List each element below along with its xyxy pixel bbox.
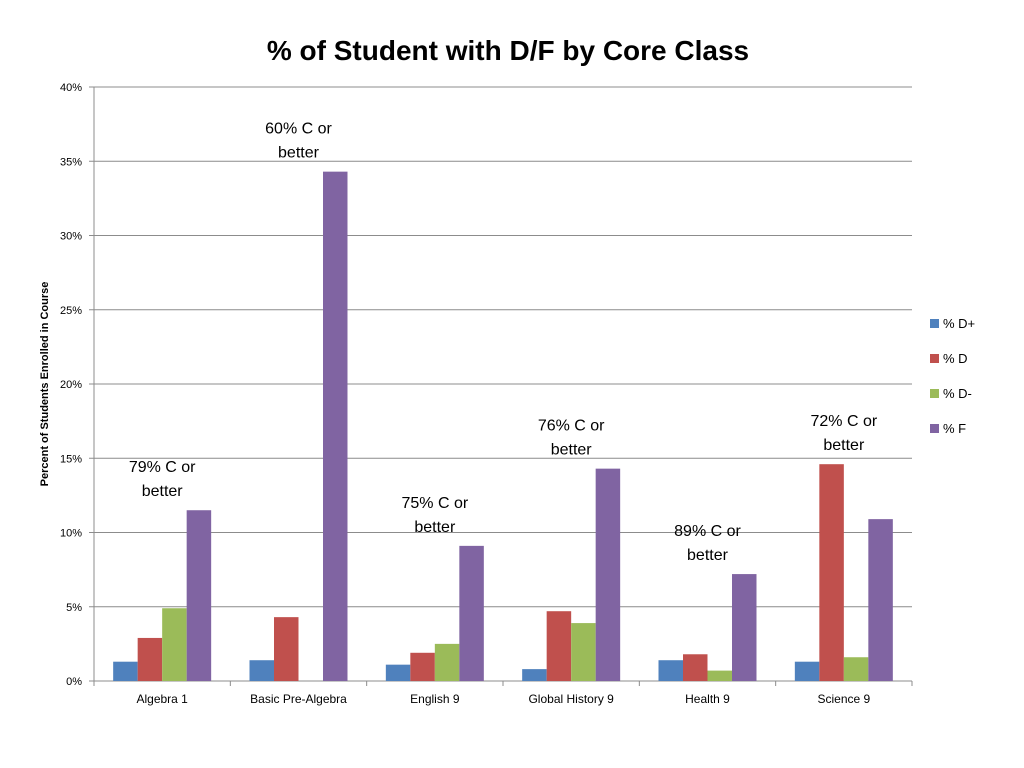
bar [732,574,757,681]
bar [186,510,212,681]
bar [323,171,348,681]
bar [571,623,596,681]
bar [385,664,411,681]
x-tick-labels: Algebra 1 Basic Pre-Algebra English 9 Globa… [136,692,870,706]
bar [410,652,435,681]
axes [89,86,913,686]
bar [707,670,732,681]
bar [137,637,163,681]
legend-label: % D [943,351,968,366]
x-tick-label: Global History 9 [528,692,614,706]
y-tick-label: 15% [60,453,82,465]
legend-label: % D+ [943,316,975,331]
bar [249,660,274,681]
x-tick-label: Science 9 [817,692,870,706]
bar [683,654,708,681]
annotation: 89% C or better [674,523,741,564]
annotation-line: 75% C or [401,495,468,512]
legend: % D+ % D % D- % F [930,316,975,436]
y-tick-label: 0% [66,676,82,688]
annotation-line: 79% C or [129,459,196,476]
legend-swatch [930,354,939,363]
annotation: 79% C or better [129,459,196,500]
bar [162,608,187,681]
annotations: 79% C or better 60% C or better 75% C or bett… [129,121,878,564]
legend-swatch [930,319,939,328]
annotation-line: 72% C or [810,413,877,430]
y-tick-label: 20% [60,379,82,391]
bar [794,661,820,681]
bar [595,468,621,681]
annotation-line: 76% C or [538,418,605,435]
gridlines [94,86,912,682]
y-tick-label: 40% [60,82,82,94]
legend-label: % D- [943,386,972,401]
legend-swatch [930,424,939,433]
annotation: 76% C or better [538,418,605,459]
annotation-line: better [414,519,456,536]
x-tick-label: Basic Pre-Algebra [250,692,347,706]
annotation-line: better [142,483,184,500]
bar [274,617,299,681]
y-tick-label: 10% [60,528,82,540]
bar [819,464,844,681]
legend-swatch [930,389,939,398]
bar [843,657,869,681]
annotation-line: better [551,442,593,459]
bars [113,171,893,681]
x-tick-label: English 9 [410,692,460,706]
annotation-line: 89% C or [674,523,741,540]
bar [434,643,460,681]
y-axis-label: Percent of Students Enrolled in Course [39,282,51,487]
bar [522,669,547,681]
bar [459,545,484,681]
x-tick-label: Algebra 1 [136,692,188,706]
y-tick-label: 35% [60,156,82,168]
annotation-line: better [823,437,865,454]
x-tick-label: Health 9 [685,692,730,706]
bar [546,611,572,681]
y-tick-label: 25% [60,305,82,317]
y-tick-label: 5% [66,602,82,614]
annotation-line: better [278,145,320,162]
annotation: 72% C or better [810,413,877,454]
annotation-line: better [687,547,729,564]
bar [113,661,138,681]
annotation-line: 60% C or [265,121,332,138]
bar [658,660,683,681]
annotation: 60% C or better [265,121,332,162]
y-tick-labels: 0% 5% 10% 15% 20% 25% 30% 35% 40% [60,82,82,688]
legend-label: % F [943,421,966,436]
chart-title: % of Student with D/F by Core Class [267,35,749,66]
annotation: 75% C or better [401,495,468,536]
y-tick-label: 30% [60,231,82,243]
bar [868,519,893,681]
